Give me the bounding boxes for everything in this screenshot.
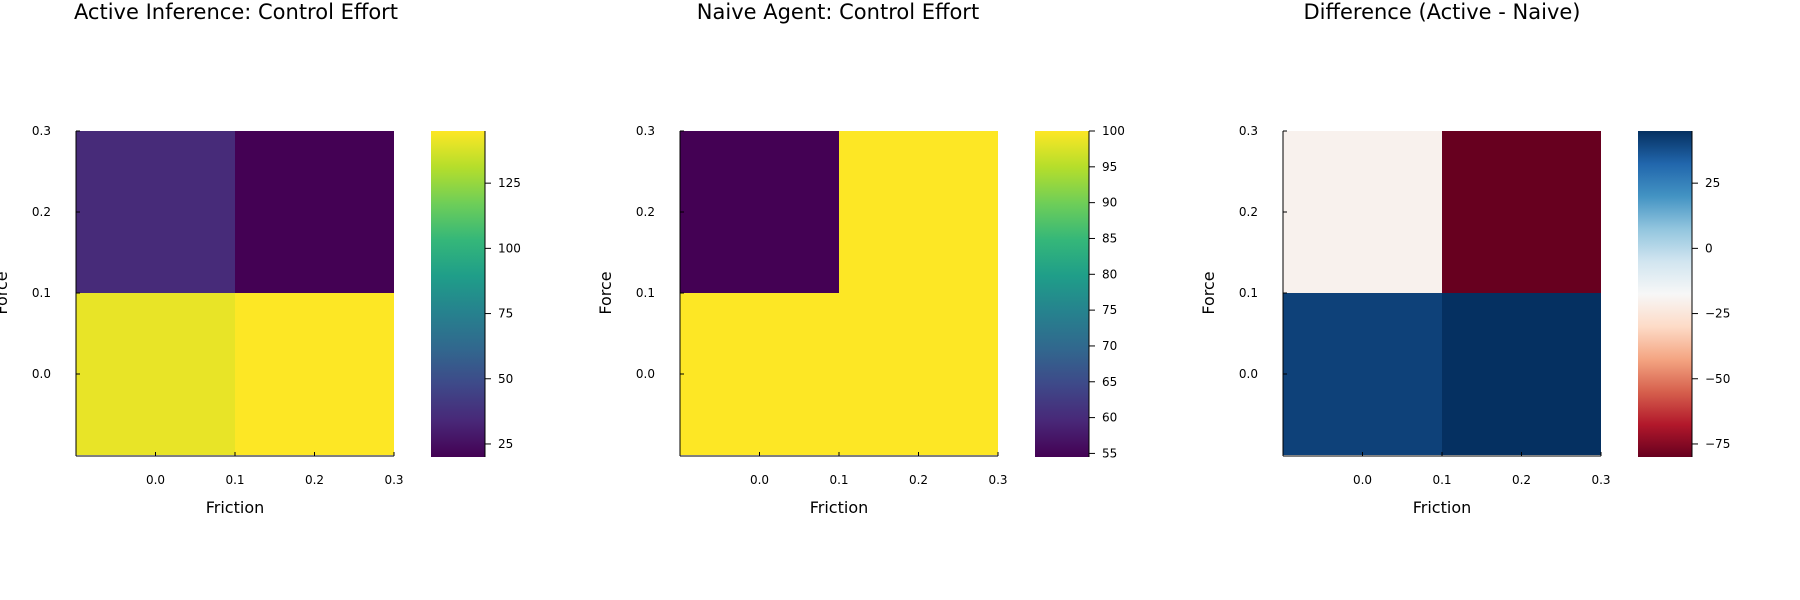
y-tick-label: 0.1 — [636, 286, 655, 300]
x-axis-label: Friction — [810, 498, 869, 517]
heatmap-cell — [76, 131, 235, 293]
y-tick-label: 0.1 — [1239, 286, 1258, 300]
colorbar-tick-label: −25 — [1705, 307, 1730, 321]
colorbar-tick-label: 75 — [1102, 303, 1117, 317]
colorbar-tick-label: 25 — [498, 437, 513, 451]
heatmap-cell — [235, 293, 394, 455]
x-axis-label: Friction — [1413, 498, 1472, 517]
colorbar-tick-label: 100 — [498, 241, 521, 255]
colorbar-tick-label: 95 — [1102, 160, 1117, 174]
colorbar-tick-label: 65 — [1102, 375, 1117, 389]
x-tick-label: 0.3 — [1591, 473, 1610, 487]
heatmap-cell — [1442, 131, 1601, 293]
colorbar — [1638, 131, 1692, 457]
heatmap-cell — [235, 131, 394, 293]
colorbar-tick-label: 100 — [1102, 124, 1125, 138]
y-tick-label: 0.2 — [636, 205, 655, 219]
heatmap-cell — [1442, 293, 1601, 455]
y-tick-label: 0.0 — [1239, 367, 1258, 381]
y-tick-label: 0.0 — [636, 367, 655, 381]
x-tick-label: 0.2 — [909, 473, 928, 487]
y-axis-label: Force — [596, 271, 615, 314]
heatmap-cell — [76, 293, 235, 455]
colorbar-tick-label: 0 — [1705, 241, 1713, 255]
heatmap-cell — [1283, 293, 1442, 455]
y-tick-label: 0.3 — [636, 124, 655, 138]
heatmap-cell — [839, 293, 998, 455]
colorbar-tick-label: 60 — [1102, 411, 1117, 425]
colorbar-tick-label: 90 — [1102, 196, 1117, 210]
chart-title: Difference (Active - Naive) — [1304, 0, 1581, 24]
x-tick-label: 0.0 — [1353, 473, 1372, 487]
x-tick-label: 0.1 — [829, 473, 848, 487]
heatmap-cell — [839, 131, 998, 293]
x-tick-label: 0.1 — [225, 473, 244, 487]
colorbar-tick-label: 80 — [1102, 267, 1117, 281]
x-tick-label: 0.2 — [1512, 473, 1531, 487]
colorbar-tick-label: 50 — [498, 372, 513, 386]
colorbar-tick-label: −50 — [1705, 372, 1730, 386]
colorbar-tick-label: −75 — [1705, 437, 1730, 451]
heatmap-panel-3: Difference (Active - Naive) 0.0 0.1 0.2 0.3 0… — [1199, 0, 1730, 517]
y-tick-label: 0.3 — [1239, 124, 1258, 138]
heatmap-cell — [1283, 131, 1442, 293]
y-tick-label: 0.2 — [1239, 205, 1258, 219]
y-tick-label: 0.0 — [32, 367, 51, 381]
colorbar-tick-label: 85 — [1102, 231, 1117, 245]
x-tick-label: 0.2 — [305, 473, 324, 487]
colorbar — [1035, 131, 1089, 457]
chart-title: Naive Agent: Control Effort — [697, 0, 979, 24]
heatmap-panel-2: Naive Agent: Control Effort 0.0 0.1 0.2 0.3 0… — [596, 0, 1125, 517]
x-tick-label: 0.3 — [988, 473, 1007, 487]
colorbar-tick-label: 75 — [498, 307, 513, 321]
colorbar-tick-label: 25 — [1705, 176, 1720, 190]
heatmap-cell — [680, 131, 839, 293]
y-axis-label: Force — [1199, 271, 1218, 314]
x-tick-label: 0.0 — [750, 473, 769, 487]
x-tick-label: 0.0 — [146, 473, 165, 487]
y-tick-label: 0.2 — [32, 205, 51, 219]
heatmap-panel-1: Active Inference: Control Effort 0.0 0.1 0.… — [0, 0, 521, 517]
heatmap-cell — [680, 293, 839, 455]
colorbar-tick-label: 125 — [498, 176, 521, 190]
chart-title: Active Inference: Control Effort — [74, 0, 398, 24]
y-tick-label: 0.1 — [32, 286, 51, 300]
colorbar-tick-label: 70 — [1102, 339, 1117, 353]
y-axis-label: Force — [0, 271, 11, 314]
colorbar — [431, 131, 485, 457]
y-tick-label: 0.3 — [32, 124, 51, 138]
colorbar-tick-label: 55 — [1102, 446, 1117, 460]
x-tick-label: 0.1 — [1432, 473, 1451, 487]
x-axis-label: Friction — [206, 498, 265, 517]
x-tick-label: 0.3 — [384, 473, 403, 487]
